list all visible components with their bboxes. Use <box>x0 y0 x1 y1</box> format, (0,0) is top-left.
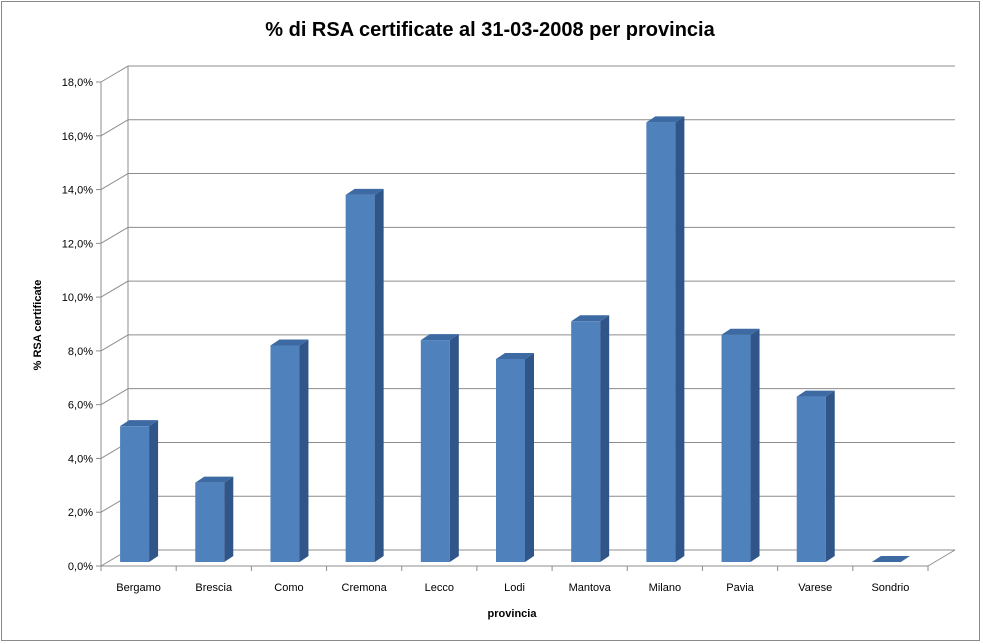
bar-side <box>525 352 534 562</box>
bar-top <box>571 315 610 322</box>
x-tick-label: Pavia <box>726 582 754 594</box>
y-tick-label: 10,0% <box>62 292 93 304</box>
gridline-diagonal <box>100 388 129 406</box>
bars <box>120 116 910 562</box>
bar-cremona <box>345 188 384 562</box>
bar-front <box>195 482 225 562</box>
y-tick-label: 16,0% <box>62 131 93 143</box>
bar-front <box>496 358 525 562</box>
gridline-diagonal <box>100 173 129 190</box>
bar-bergamo <box>120 420 159 562</box>
y-tick-label: 2,0% <box>68 507 93 519</box>
gridline-diagonal <box>100 280 129 298</box>
bar-top <box>195 476 234 483</box>
chart-title: % di RSA certificate al 31-03-2008 per p… <box>265 19 715 41</box>
bar-front <box>721 334 751 562</box>
y-tick-label: 6,0% <box>68 400 93 412</box>
bar-front <box>646 122 676 562</box>
bar-top <box>420 334 459 341</box>
bar-top <box>646 116 685 123</box>
y-tick-label: 12,0% <box>62 238 93 250</box>
bar-top <box>871 556 910 562</box>
x-tick-labels: Bergamo Brescia Como Cremona Lecco Lodi Mantov… <box>116 582 909 594</box>
bar-como <box>270 339 309 562</box>
bar-lodi <box>496 352 534 562</box>
bar-top <box>721 328 760 335</box>
bar-side <box>149 420 159 562</box>
gridline-diagonal <box>100 119 129 137</box>
bar-lecco <box>420 334 459 562</box>
floor-edge <box>927 549 956 567</box>
bar-varese <box>796 390 835 562</box>
x-tick-label: Como <box>274 582 303 594</box>
y-tick-label: 14,0% <box>62 185 93 197</box>
bar-front <box>420 340 450 562</box>
bar-front <box>120 426 150 562</box>
bar-top <box>345 188 384 195</box>
bar-top <box>270 339 309 346</box>
bar-side <box>224 476 234 562</box>
bar-brescia <box>195 476 234 562</box>
bar-pavia <box>721 328 760 562</box>
gridline-diagonal <box>100 226 129 244</box>
y-axis-title: % RSA certificate <box>32 280 44 371</box>
x-tick-label: Mantova <box>569 582 612 594</box>
x-axis-title: provincia <box>488 608 538 620</box>
bar-side <box>449 334 459 562</box>
x-tick-label: Cremona <box>342 582 388 594</box>
gridline-diagonal <box>100 65 129 83</box>
bar-top <box>796 390 835 397</box>
x-tick-label: Brescia <box>195 582 233 594</box>
y-tick-label: 4,0% <box>68 453 93 465</box>
bar-side <box>750 328 760 562</box>
y-tick-label: 0,0% <box>68 561 93 573</box>
bar-sondrio <box>871 556 910 562</box>
y-tick-labels: 0,0% 2,0% 4,0% 6,0% 8,0% 10,0% 12,0% 14,0% 16,0%… <box>62 77 93 573</box>
bar-top <box>120 420 159 427</box>
x-tick-label: Sondrio <box>871 582 909 594</box>
gridline-diagonal <box>100 334 129 352</box>
y-tick-label: 8,0% <box>68 346 93 358</box>
bar-side <box>675 116 685 562</box>
y-tick-label: 18,0% <box>62 77 93 89</box>
x-tick-label: Varese <box>798 582 832 594</box>
x-tick-label: Bergamo <box>116 582 161 594</box>
bar-side <box>825 390 835 562</box>
x-tick-label: Lodi <box>504 582 525 594</box>
bar-side <box>600 315 610 562</box>
bar-front <box>270 345 300 562</box>
bar-top <box>496 352 534 359</box>
bar-front <box>796 396 826 562</box>
bar-front <box>571 321 601 562</box>
bar-side <box>374 188 384 562</box>
x-tick-label: Lecco <box>425 582 454 594</box>
bar-milano <box>646 116 685 562</box>
bar-front <box>345 194 375 562</box>
bar-side <box>299 339 309 562</box>
bar-mantova <box>571 315 610 562</box>
x-tick-label: Milano <box>649 582 681 594</box>
